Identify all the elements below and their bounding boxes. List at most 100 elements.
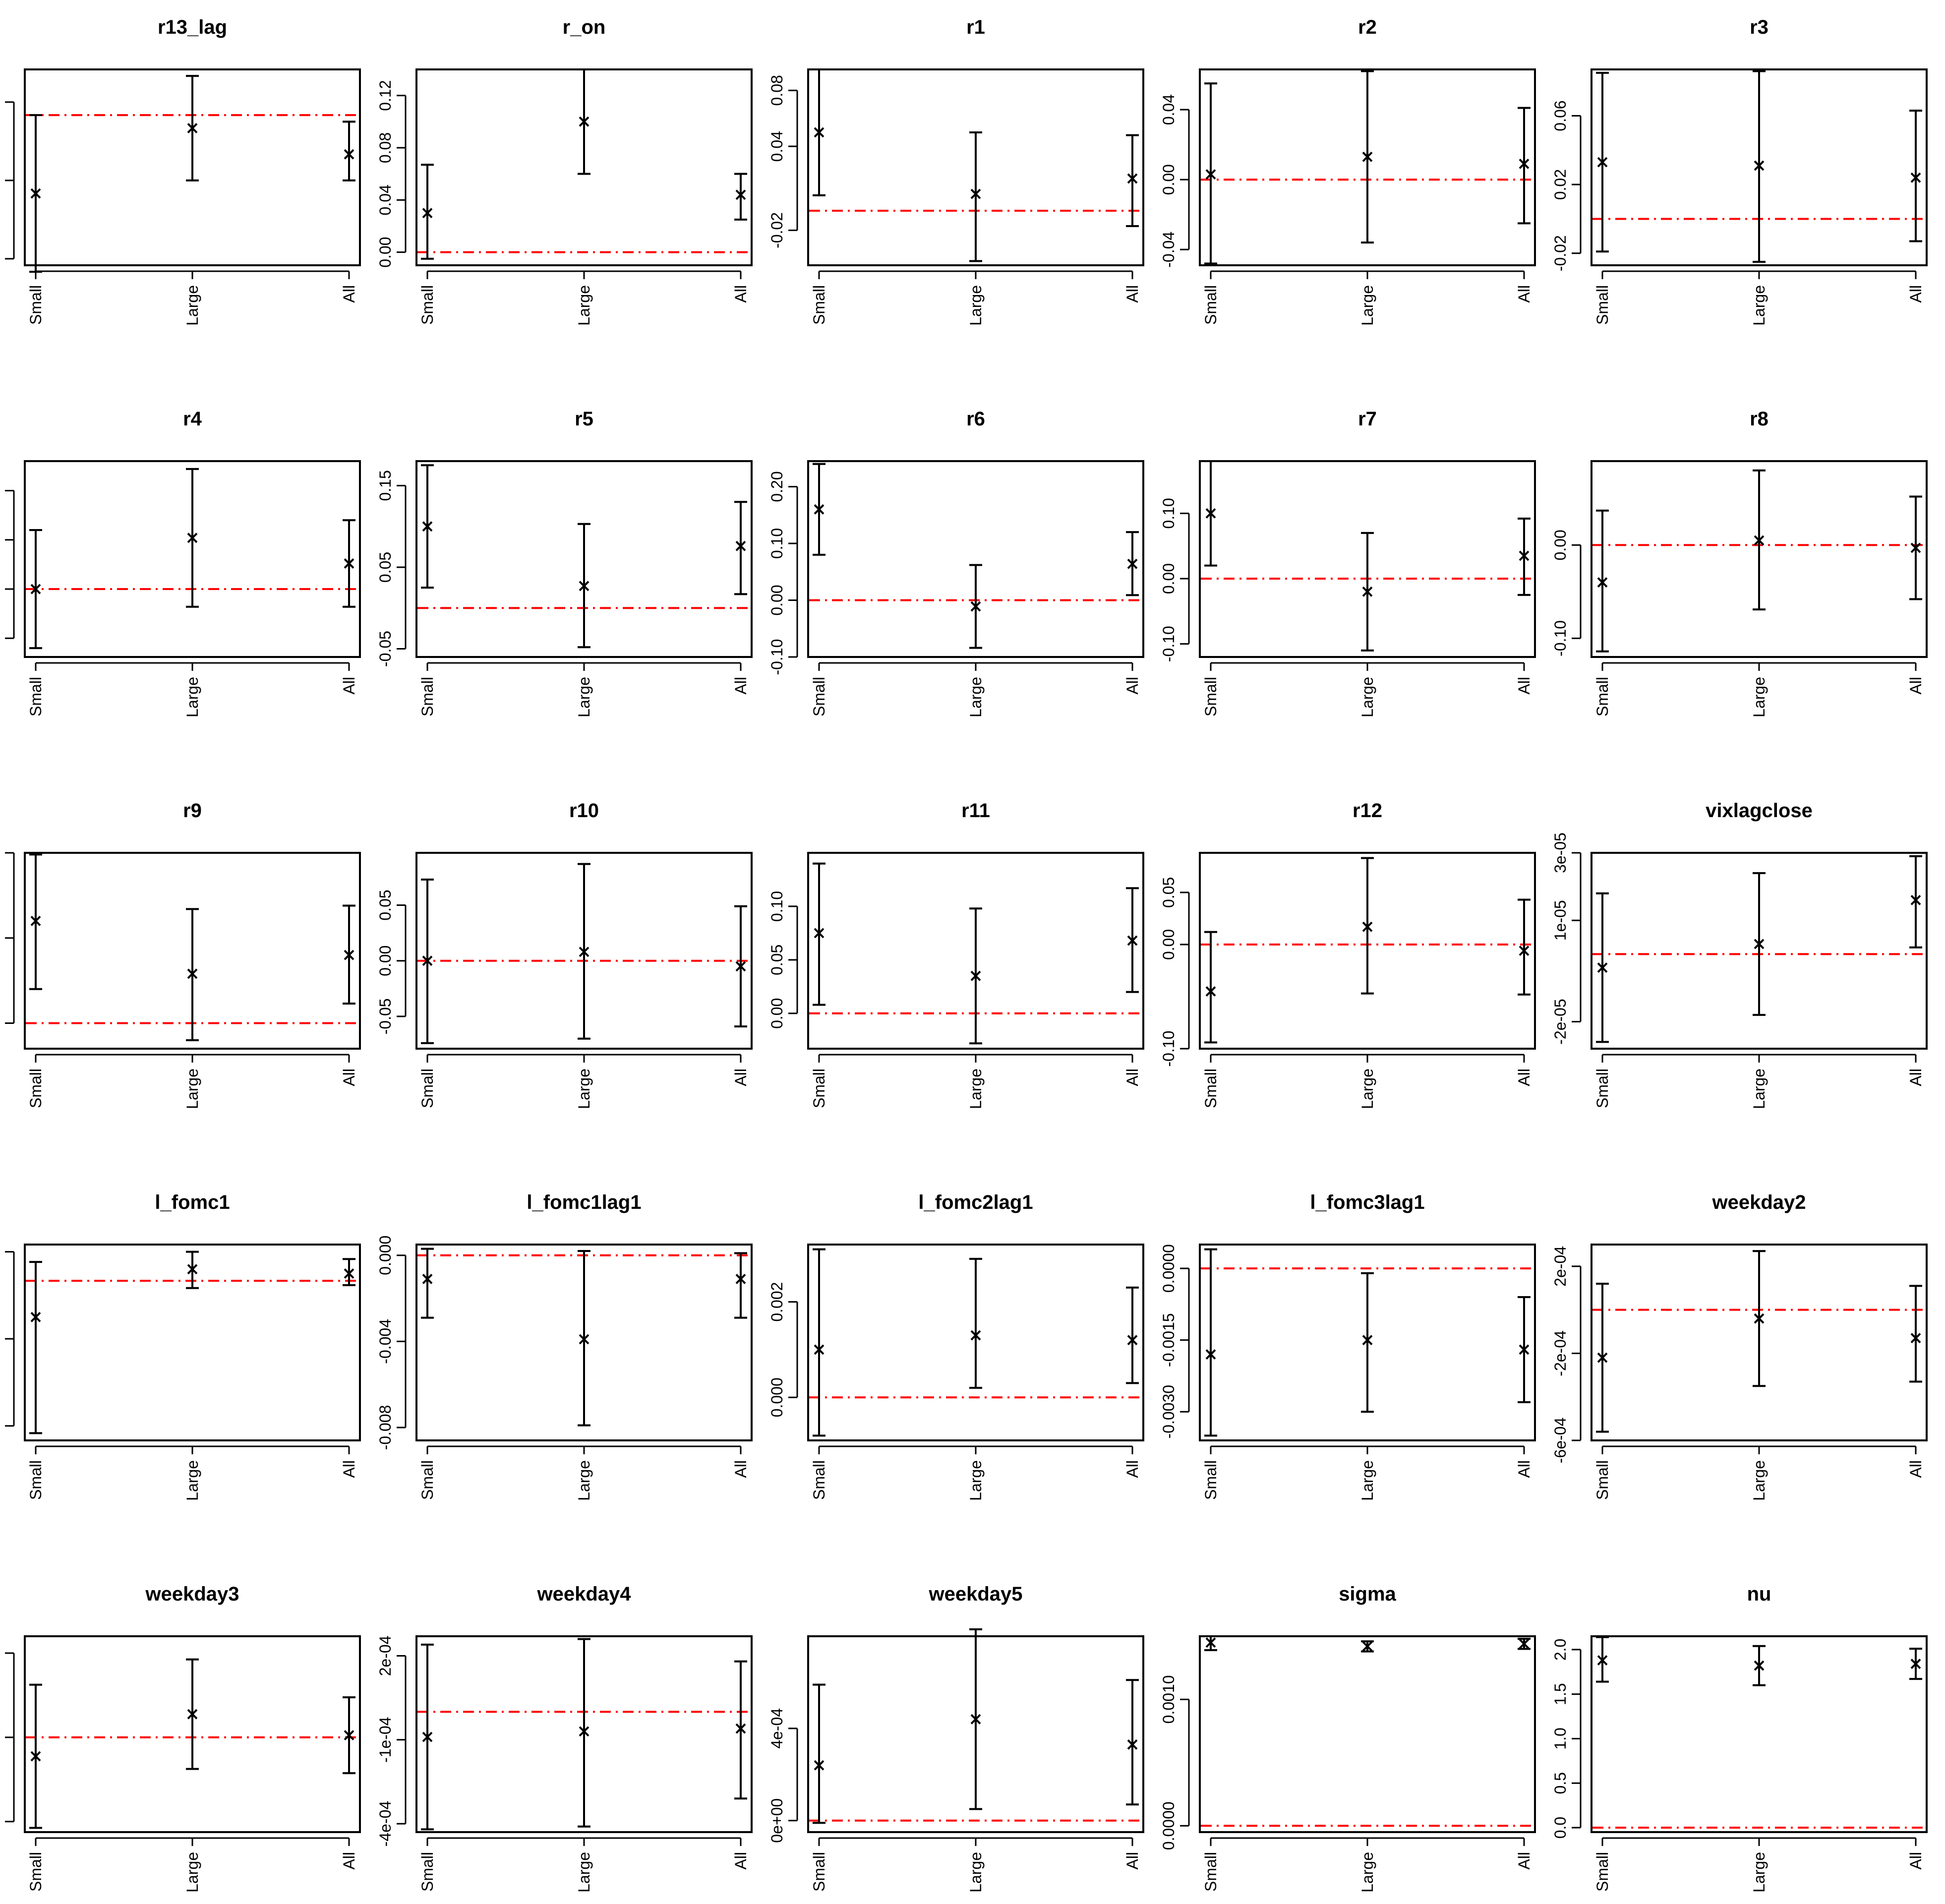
point-mark-stroke <box>1597 157 1608 168</box>
x-tick-label: Large <box>1358 1852 1376 1893</box>
x-tick-label: Large <box>1750 1460 1768 1501</box>
x-tick-label: All <box>732 677 750 695</box>
point-mark-stroke <box>1597 1655 1608 1666</box>
panel-l_fomc1lag1: l_fomc1lag1 -0.008 -0.004 0.000 Small Large Al… <box>376 1191 753 1501</box>
panel-title: weekday4 <box>536 1583 631 1605</box>
x-tick-label: All <box>732 1460 750 1478</box>
point-estimate-all <box>735 961 746 972</box>
point-mark-stroke <box>1205 508 1216 519</box>
x-tick-label: All <box>1123 285 1141 303</box>
x-tick-label: Large <box>1750 1069 1768 1109</box>
point-estimate-small <box>1205 508 1216 519</box>
panel-title: r13_lag <box>158 16 227 38</box>
point-mark-stroke <box>422 521 433 532</box>
point-estimate-small <box>814 1344 825 1355</box>
point-mark-stroke <box>579 581 589 592</box>
point-mark-stroke <box>970 1714 981 1725</box>
x-tick-label: All <box>1907 1852 1925 1870</box>
y-tick-label: 0.00 <box>768 585 786 615</box>
panel-title: r3 <box>1750 16 1768 38</box>
panel-title: r4 <box>183 408 202 430</box>
y-tick-label: 1e-05 <box>1551 900 1569 941</box>
x-tick-label: Small <box>1593 1852 1611 1892</box>
y-tick-label: 1.5 <box>1551 1683 1569 1705</box>
point-mark-stroke <box>1362 921 1373 932</box>
plot-frame <box>807 68 1144 266</box>
point-estimate-small <box>422 1731 433 1742</box>
y-tick-label: 0.00 <box>0 1008 2 1038</box>
plot-frame <box>1591 460 1928 658</box>
x-tick-label: All <box>1515 677 1533 695</box>
panel-title: r12 <box>1353 800 1382 822</box>
point-estimate-all <box>1910 172 1921 183</box>
point-estimate-all <box>344 1730 354 1741</box>
point-estimate-large <box>1362 1335 1373 1346</box>
point-mark-stroke <box>30 584 41 595</box>
x-tick-label: Small <box>418 285 436 325</box>
point-estimate-large <box>579 1726 589 1737</box>
y-tick-label: 0.20 <box>768 471 786 502</box>
plot-frame <box>1199 852 1536 1050</box>
panel-weekday2: weekday2 -6e-04 -2e-04 2e-04 Small Large All <box>1551 1191 1928 1501</box>
point-mark-stroke <box>1519 550 1530 561</box>
point-estimate-large <box>1362 151 1373 162</box>
y-tick-label: 0.000 <box>376 1236 394 1275</box>
y-tick-label: 0.00 <box>376 237 394 268</box>
x-tick-label: All <box>1123 1852 1141 1870</box>
plot-frame <box>1591 852 1928 1050</box>
panel-r1: r1 -0.02 0.04 0.08 Small Large All <box>768 16 1144 326</box>
panel-r11: r11 0.00 0.05 0.10 Small Large All <box>768 800 1144 1109</box>
panel-sigma: sigma 0.0000 0.0010 Small Large All <box>1160 1583 1536 1893</box>
x-tick-label: Large <box>967 677 985 717</box>
point-mark-stroke <box>344 149 354 160</box>
point-mark-stroke <box>1519 946 1530 956</box>
point-mark-stroke <box>1754 535 1765 546</box>
x-tick-label: All <box>1907 285 1925 303</box>
point-estimate-all <box>344 558 354 569</box>
x-tick-label: Small <box>810 1069 828 1108</box>
panel-weekday5: weekday5 0e+00 4e-04 Small Large All <box>768 1583 1144 1893</box>
x-tick-label: Large <box>183 1460 201 1501</box>
point-estimate-large <box>579 581 589 592</box>
plot-frame <box>1591 68 1928 266</box>
point-estimate-small <box>1205 1349 1216 1360</box>
point-mark-stroke <box>1597 577 1608 588</box>
point-mark-stroke <box>1362 151 1373 162</box>
y-tick-label: 0.12 <box>376 80 394 111</box>
point-estimate-all <box>735 1723 746 1734</box>
x-tick-label: All <box>1515 285 1533 303</box>
y-tick-label: 0.10 <box>0 525 2 555</box>
panel-l_fomc2lag1: l_fomc2lag1 0.000 0.002 Small Large All <box>768 1191 1144 1501</box>
point-mark-stroke <box>970 970 981 981</box>
point-estimate-small <box>1205 986 1216 997</box>
point-mark-stroke <box>1519 1638 1530 1649</box>
point-estimate-large <box>1754 535 1765 546</box>
plot-frame <box>1591 1244 1928 1441</box>
panel-title: r1 <box>966 16 985 38</box>
panel-title: r6 <box>966 408 985 430</box>
point-mark-stroke <box>1597 1352 1608 1363</box>
point-mark-stroke <box>422 955 433 966</box>
point-mark-stroke <box>579 947 589 957</box>
x-tick-label: Large <box>967 1460 985 1501</box>
panel-r3: r3 -0.02 0.02 0.06 Small Large All <box>1551 16 1928 326</box>
point-mark-stroke <box>1910 172 1921 183</box>
x-tick-label: Small <box>810 677 828 716</box>
point-estimate-small <box>30 188 41 199</box>
point-mark-stroke <box>735 1274 746 1284</box>
y-tick-label: 0.00 <box>1551 530 1569 560</box>
y-tick-label: 0.02 <box>0 87 2 118</box>
plot-frame <box>415 852 753 1050</box>
point-estimate-all <box>344 1268 354 1279</box>
y-tick-label: -1e-04 <box>376 1717 394 1763</box>
y-tick-label: 1.0 <box>1551 1727 1569 1749</box>
point-mark-stroke <box>30 1751 41 1762</box>
point-mark-stroke <box>1910 542 1921 553</box>
point-estimate-all <box>1127 173 1138 184</box>
y-tick-label: 0.04 <box>376 184 394 215</box>
panel-title: r11 <box>961 800 990 822</box>
point-mark-stroke <box>1519 159 1530 169</box>
x-tick-label: Large <box>967 285 985 326</box>
x-tick-label: Large <box>1750 1852 1768 1893</box>
point-mark-stroke <box>1519 1344 1530 1355</box>
